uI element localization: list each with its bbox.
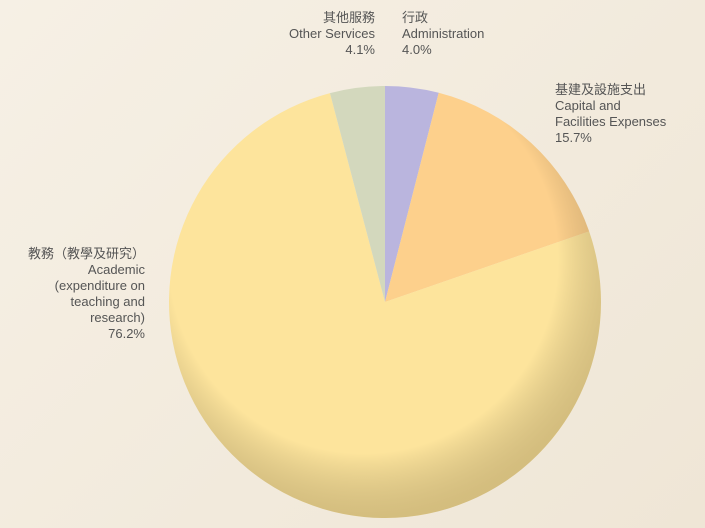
label-percent: 4.1% <box>345 42 375 57</box>
label-percent: 76.2% <box>108 326 145 341</box>
label-zh: 其他服務 <box>322 10 375 25</box>
slice-label: 基建及設施支出 Capital and Facilities Expenses 15… <box>555 82 666 146</box>
label-zh: 教務（教學及研究） <box>27 246 145 261</box>
label-zh: 行政 <box>402 10 429 25</box>
label-zh: 基建及設施支出 <box>555 82 647 97</box>
label-en: Capital and Facilities Expenses <box>555 98 667 129</box>
slice-label: 行政 Administration 4.0% <box>402 10 484 58</box>
slice-label: 教務（教學及研究） Academic (expenditure on teachi… <box>28 246 145 342</box>
label-percent: 15.7% <box>555 130 592 145</box>
label-en: Other Services <box>289 26 375 41</box>
slice-label: 其他服務 Other Services 4.1% <box>289 10 375 58</box>
label-en: Academic (expenditure on teaching and re… <box>54 262 145 325</box>
label-en: Administration <box>402 26 485 41</box>
label-percent: 4.0% <box>402 42 432 57</box>
